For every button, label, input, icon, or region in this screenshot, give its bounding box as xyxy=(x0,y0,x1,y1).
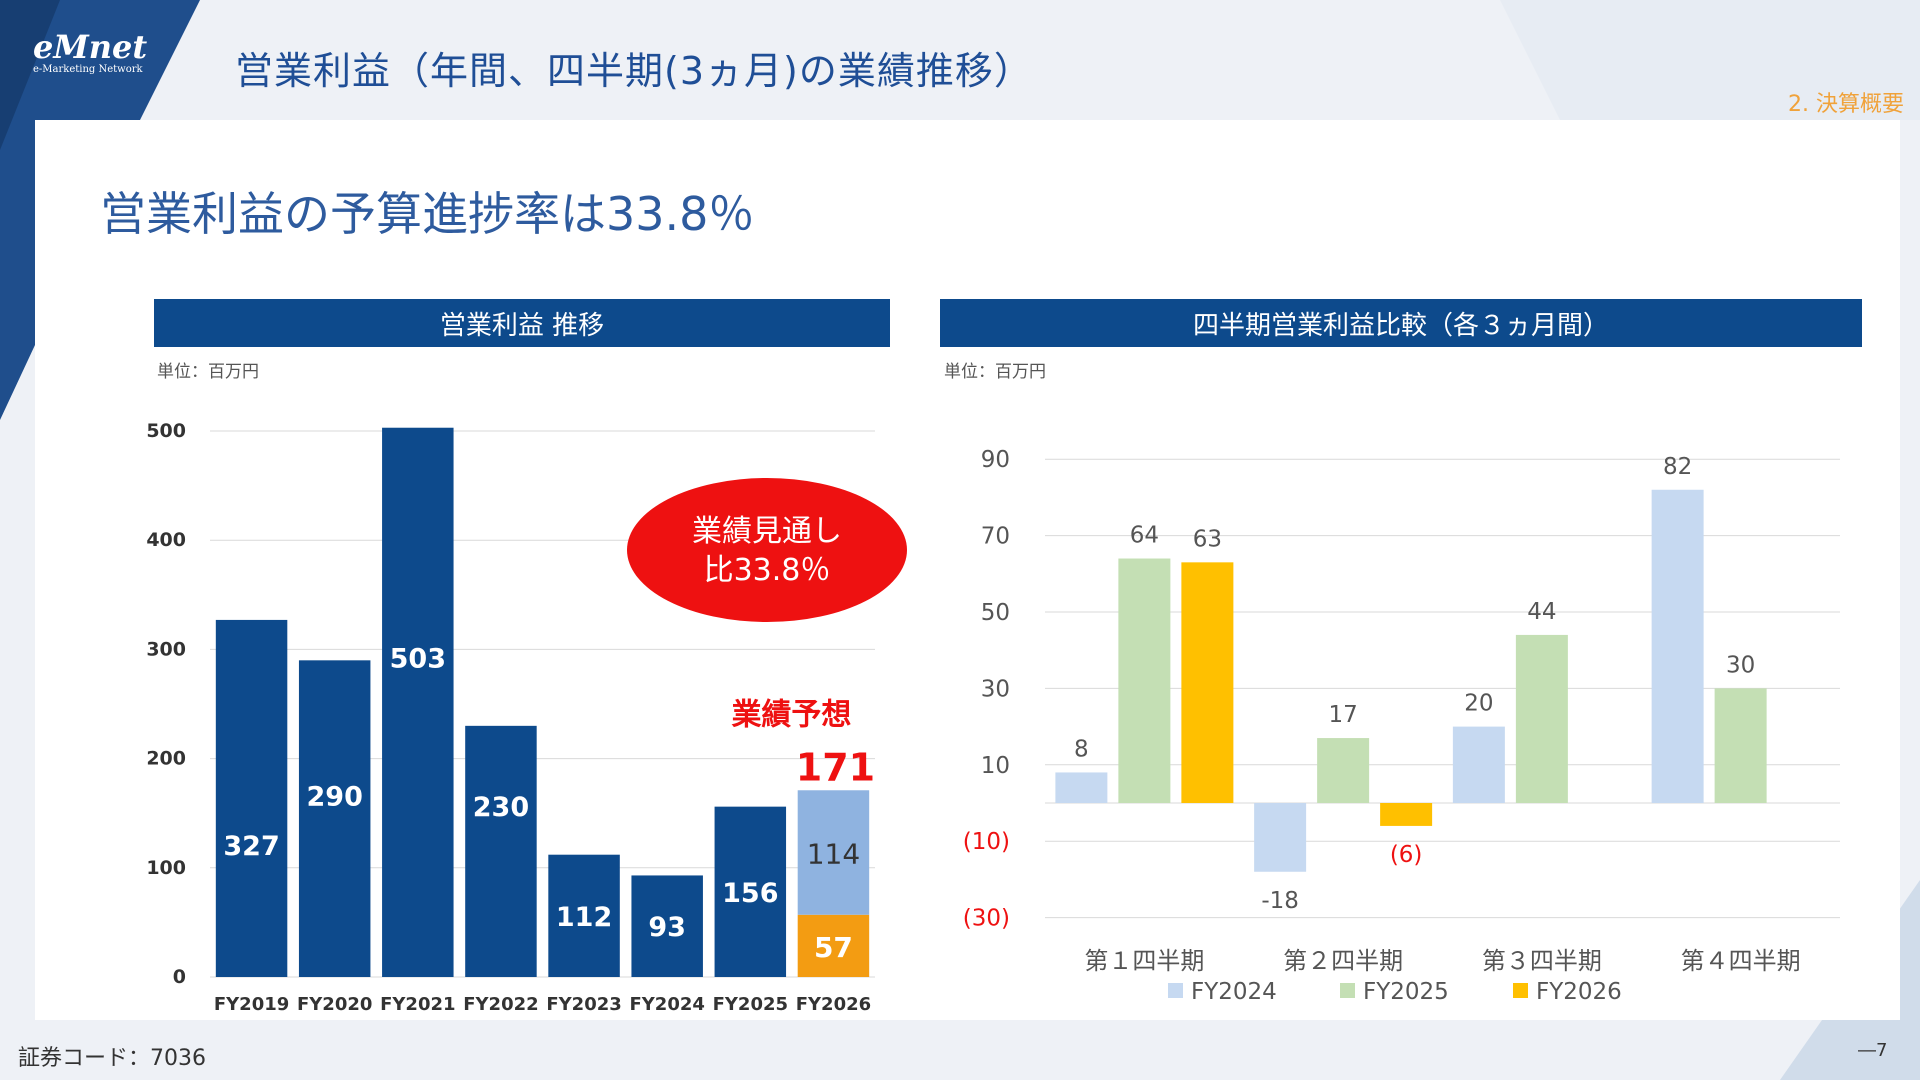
quarterly-y-tick-label: 30 xyxy=(981,676,1010,702)
annual-x-tick-label: FY2026 xyxy=(796,994,871,1015)
quarterly-bar-fy2024 xyxy=(1055,772,1108,803)
quarterly-bar-value-label: 64 xyxy=(1130,523,1159,549)
annual-bar-value-label: 112 xyxy=(556,902,612,933)
headline: 営業利益の予算進捗率は33.8％ xyxy=(100,187,755,241)
company-logo: eMnet e-Marketing Network xyxy=(33,28,147,75)
annual-y-tick-label: 100 xyxy=(146,857,186,879)
quarterly-bar-fy2025 xyxy=(1317,738,1370,803)
annual-bar xyxy=(714,806,787,977)
annual-x-tick-label: FY2023 xyxy=(546,994,621,1015)
quarterly-bar-fy2024 xyxy=(1651,489,1704,803)
quarterly-bar-value-label: (6) xyxy=(1390,842,1423,868)
quarterly-y-tick-label: 70 xyxy=(981,524,1010,550)
legend-label-fy2025: FY2025 xyxy=(1363,979,1449,1005)
annual-bar-value-label: 327 xyxy=(223,831,279,862)
annual-x-tick-label: FY2021 xyxy=(380,994,455,1015)
annual-bar-value-label: 93 xyxy=(648,912,686,943)
securities-code: 証券コード：7036 xyxy=(18,1046,206,1071)
annual-x-tick-label: FY2024 xyxy=(629,994,704,1015)
quarterly-y-tick-label: 10 xyxy=(981,753,1010,779)
annual-chart-unit: 単位：百万円 xyxy=(157,362,259,382)
annual-bar xyxy=(465,725,537,977)
legend-swatch-fy2025 xyxy=(1340,983,1355,998)
annual-bar-fy2026-remaining xyxy=(797,790,870,915)
annual-bar xyxy=(631,875,703,977)
quarterly-bar-value-label: 17 xyxy=(1328,702,1357,728)
forecast-bubble-line-2: 比33.8％ xyxy=(704,553,831,588)
quarterly-bar-value-label: 8 xyxy=(1074,736,1089,762)
page-title: 営業利益（年間、四半期(3ヵ月)の業績推移） xyxy=(235,49,1033,93)
annual-bar-fy2026-actual xyxy=(797,914,870,977)
annual-bar-fy2026-remaining-label: 114 xyxy=(807,838,860,871)
quarterly-x-tick-label: 第３四半期 xyxy=(1482,947,1602,975)
annual-y-tick-label: 400 xyxy=(146,529,186,551)
quarterly-bar-fy2025 xyxy=(1118,558,1171,803)
annual-bar-value-label: 503 xyxy=(390,644,446,675)
quarterly-bar-value-label: 82 xyxy=(1663,454,1692,480)
quarterly-x-tick-label: 第２四半期 xyxy=(1283,947,1403,975)
quarterly-bar-fy2026 xyxy=(1181,562,1234,803)
logo-main: eMnet xyxy=(33,28,148,66)
section-label: 2. 決算概要 xyxy=(1788,92,1904,117)
annual-x-tick-label: FY2020 xyxy=(297,994,372,1015)
quarterly-x-tick-label: 第１四半期 xyxy=(1084,947,1204,975)
quarterly-y-tick-label: (30) xyxy=(963,906,1010,932)
legend-swatch-fy2026 xyxy=(1513,983,1528,998)
annual-bar-fy2026-actual-label: 57 xyxy=(814,931,853,964)
annual-y-tick-label: 500 xyxy=(146,420,186,442)
annual-y-tick-label: 200 xyxy=(146,748,186,770)
forecast-bubble-line-1: 業績見通し xyxy=(692,514,842,549)
annual-bar-value-label: 156 xyxy=(722,878,778,909)
annual-bar xyxy=(215,619,288,977)
logo-sub: e-Marketing Network xyxy=(33,64,143,75)
annual-bar xyxy=(298,660,371,977)
quarterly-bar-fy2024 xyxy=(1254,803,1307,872)
quarterly-bar-fy2025 xyxy=(1714,688,1767,803)
quarterly-bar-fy2024 xyxy=(1452,726,1505,803)
quarterly-y-tick-label: 50 xyxy=(981,600,1010,626)
annual-x-tick-label: FY2022 xyxy=(463,994,538,1015)
legend-swatch-fy2024 xyxy=(1168,983,1183,998)
top-right-shape xyxy=(1500,0,1920,120)
annual-bar-value-label: 230 xyxy=(473,792,529,823)
quarterly-bar-fy2025 xyxy=(1515,634,1568,803)
annual-bar xyxy=(382,427,454,977)
annual-y-tick-label: 0 xyxy=(173,966,186,988)
legend-label-fy2026: FY2026 xyxy=(1536,979,1622,1005)
forecast-bubble xyxy=(627,478,907,622)
quarterly-y-tick-label: 90 xyxy=(981,447,1010,473)
quarterly-bar-value-label: 44 xyxy=(1527,599,1556,625)
left-band-accent xyxy=(0,0,60,150)
annual-x-tick-label: FY2025 xyxy=(713,994,788,1015)
quarterly-bar-fy2026 xyxy=(1380,803,1433,826)
annual-chart-title: 営業利益 推移 xyxy=(154,299,890,347)
quarterly-y-tick-label: (10) xyxy=(963,829,1010,855)
quarterly-bar-value-label: 30 xyxy=(1726,652,1755,678)
forecast-label: 業績予想 xyxy=(731,697,851,732)
quarterly-bar-value-label: 63 xyxy=(1193,526,1222,552)
quarterly-bar-value-label: -18 xyxy=(1261,888,1299,914)
annual-bar xyxy=(548,854,620,977)
left-band xyxy=(0,0,200,420)
quarterly-chart-unit: 単位：百万円 xyxy=(944,362,1046,382)
quarterly-chart-title: 四半期営業利益比較（各３ヵ月間） xyxy=(940,299,1862,347)
quarterly-x-tick-label: 第４四半期 xyxy=(1681,947,1801,975)
page-number: ―7 xyxy=(1858,1040,1888,1061)
legend-label-fy2024: FY2024 xyxy=(1191,979,1277,1005)
annual-bar-value-label: 290 xyxy=(307,781,363,812)
quarterly-bar-value-label: 20 xyxy=(1464,691,1493,717)
annual-y-tick-label: 300 xyxy=(146,638,186,660)
annual-x-tick-label: FY2019 xyxy=(214,994,289,1015)
annual-bar-fy2026-total-label: 171 xyxy=(796,745,875,789)
